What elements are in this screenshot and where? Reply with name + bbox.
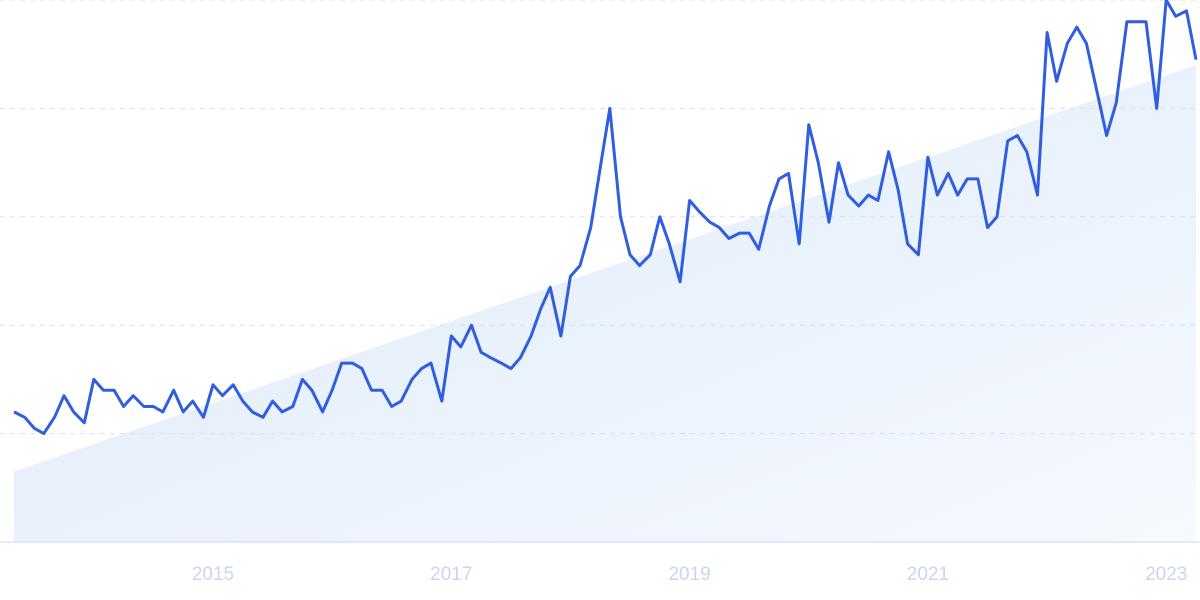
x-tick-label: 2015 — [192, 564, 234, 585]
trend-area — [14, 65, 1196, 542]
x-tick-label: 2017 — [430, 564, 472, 585]
x-tick-label: 2019 — [668, 564, 710, 585]
trend-line — [13, 0, 1198, 436]
x-tick-label: 2021 — [907, 564, 949, 585]
x-tick-label: 2023 — [1145, 564, 1187, 585]
